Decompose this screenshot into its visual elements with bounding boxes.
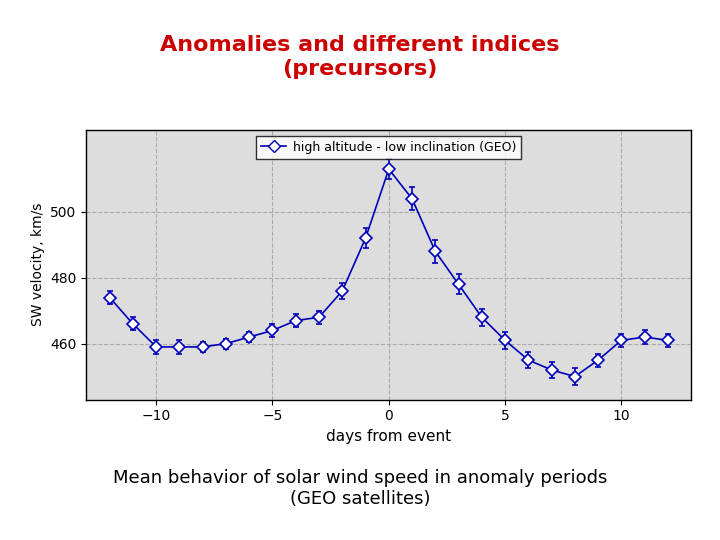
Y-axis label: SW velocity, km/s: SW velocity, km/s	[31, 203, 45, 326]
Legend: high altitude - low inclination (GEO): high altitude - low inclination (GEO)	[256, 136, 521, 159]
Text: Anomalies and different indices
(precursors): Anomalies and different indices (precurs…	[161, 36, 559, 79]
Text: Mean behavior of solar wind speed in anomaly periods
(GEO satellites): Mean behavior of solar wind speed in ano…	[113, 469, 607, 508]
X-axis label: days from event: days from event	[326, 429, 451, 444]
